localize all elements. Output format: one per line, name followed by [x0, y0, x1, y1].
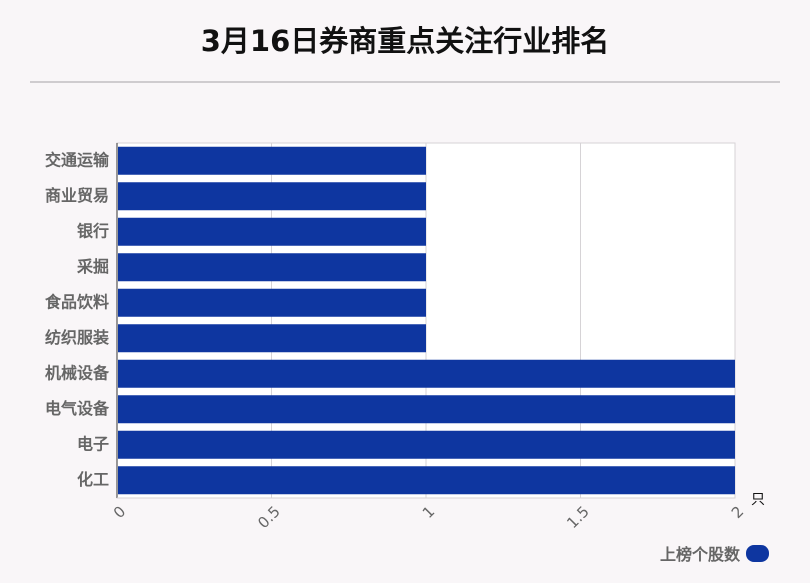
bars-group — [118, 146, 735, 495]
bar[interactable] — [118, 253, 426, 282]
x-tick-label: 0 — [110, 502, 129, 521]
bar[interactable] — [118, 359, 735, 388]
category-label: 机械设备 — [45, 363, 110, 382]
bar[interactable] — [118, 395, 735, 424]
bar[interactable] — [118, 288, 426, 317]
x-unit-label: 只 — [751, 492, 765, 508]
legend[interactable]: 上榜个股数 — [660, 541, 769, 565]
legend-label: 上榜个股数 — [659, 545, 740, 564]
bar[interactable] — [118, 182, 426, 211]
bar[interactable] — [118, 324, 426, 353]
title-divider — [30, 81, 780, 83]
x-tick-labels: 0 0.5 1 1.5 2 — [110, 502, 747, 532]
x-tick-label: 2 — [728, 502, 747, 521]
category-label: 商业贸易 — [45, 186, 109, 205]
category-label: 交通运输 — [45, 150, 110, 169]
x-tick-label: 1.5 — [563, 502, 593, 532]
x-tick-label: 1 — [419, 502, 438, 521]
legend-swatch — [746, 544, 769, 562]
category-label: 化工 — [77, 470, 109, 489]
category-label: 银行 — [77, 221, 109, 240]
category-label: 纺织服装 — [45, 328, 109, 347]
bar[interactable] — [118, 430, 735, 459]
category-label: 电气设备 — [45, 399, 110, 418]
category-label: 食品饮料 — [44, 292, 109, 311]
chart-title: 3月16日券商重点关注行业排名 — [200, 24, 610, 58]
bar[interactable] — [118, 146, 426, 175]
category-label: 电子 — [77, 434, 109, 453]
category-label: 采掘 — [76, 257, 109, 276]
x-tick-label: 0.5 — [254, 502, 284, 532]
bar[interactable] — [118, 217, 426, 246]
bar[interactable] — [118, 466, 735, 495]
